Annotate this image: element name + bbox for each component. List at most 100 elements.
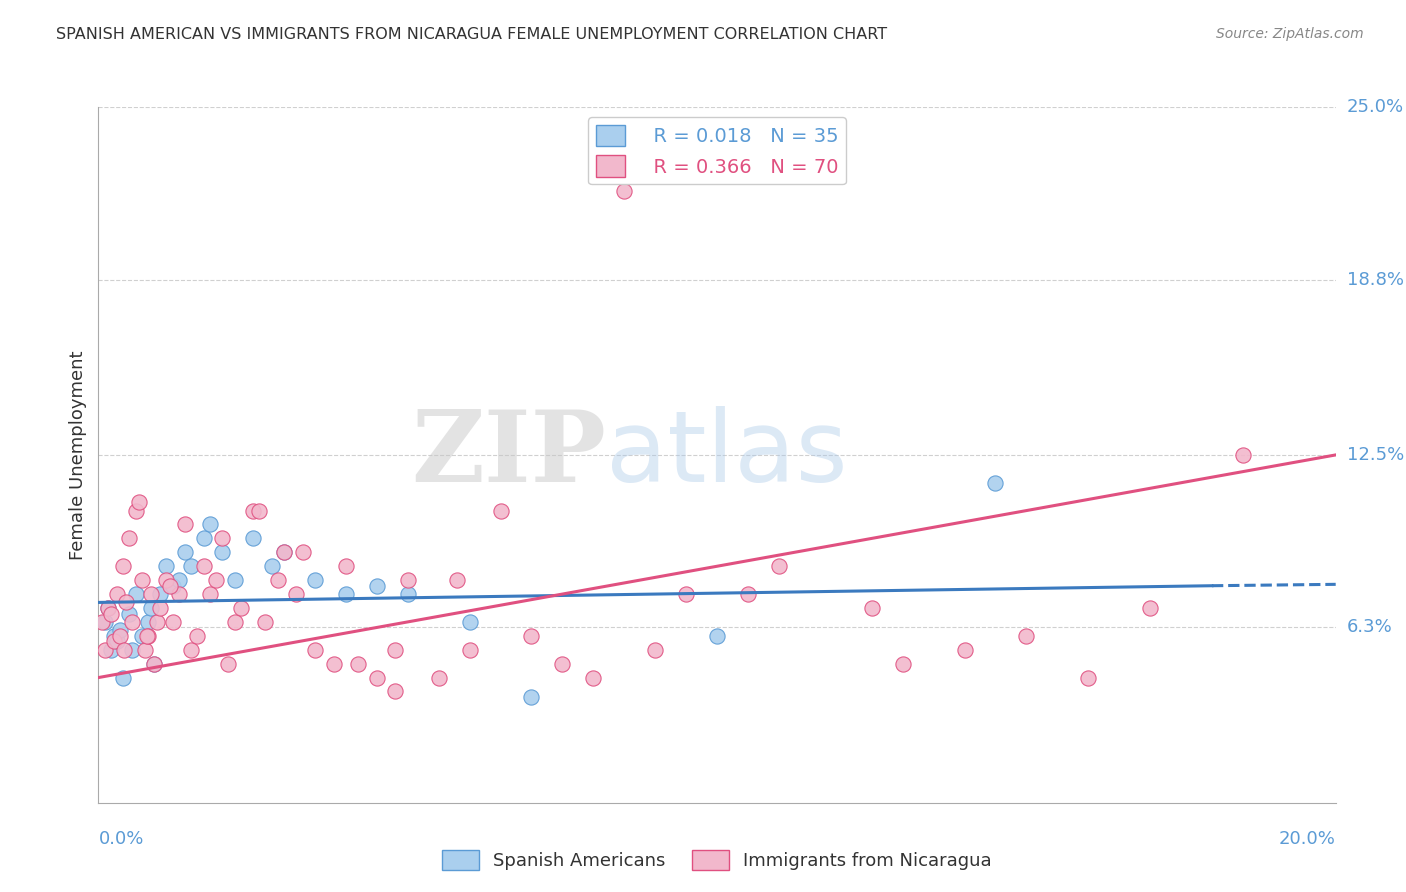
Point [193, 559, 215, 574]
Text: Source: ZipAtlas.com: Source: ZipAtlas.com [1216, 27, 1364, 41]
Point [613, 184, 636, 198]
Point [520, 629, 543, 643]
Point [254, 615, 277, 629]
Point [155, 573, 177, 587]
Point [427, 671, 450, 685]
Point [520, 690, 543, 704]
Point [768, 559, 790, 574]
Point [737, 587, 759, 601]
Point [167, 573, 190, 587]
Point [984, 475, 1007, 490]
Point [489, 503, 512, 517]
Y-axis label: Female Unemployment: Female Unemployment [69, 351, 87, 559]
Text: 25.0%: 25.0% [1347, 98, 1405, 116]
Point [458, 615, 481, 629]
Point [103, 629, 125, 643]
Point [267, 573, 290, 587]
Point [97, 601, 120, 615]
Point [97, 601, 120, 615]
Point [100, 642, 122, 657]
Point [229, 601, 252, 615]
Point [149, 601, 172, 615]
Point [217, 657, 239, 671]
Point [146, 615, 169, 629]
Point [100, 607, 122, 621]
Point [90, 615, 112, 629]
Point [139, 587, 162, 601]
Legend: Spanish Americans, Immigrants from Nicaragua: Spanish Americans, Immigrants from Nicar… [436, 843, 998, 877]
Point [159, 579, 181, 593]
Text: 18.8%: 18.8% [1347, 270, 1403, 289]
Point [273, 545, 295, 559]
Point [322, 657, 344, 671]
Text: 6.3%: 6.3% [1347, 618, 1392, 637]
Point [105, 587, 128, 601]
Point [396, 573, 419, 587]
Point [706, 629, 728, 643]
Point [128, 495, 150, 509]
Point [93, 642, 115, 657]
Point [860, 601, 883, 615]
Point [121, 615, 143, 629]
Point [103, 634, 125, 648]
Point [162, 579, 184, 593]
Point [224, 615, 246, 629]
Point [180, 559, 202, 574]
Point [891, 657, 914, 671]
Point [675, 587, 697, 601]
Point [273, 545, 295, 559]
Point [644, 642, 666, 657]
Point [260, 559, 283, 574]
Point [304, 573, 326, 587]
Point [93, 615, 115, 629]
Point [953, 642, 976, 657]
Point [155, 559, 177, 574]
Text: 20.0%: 20.0% [1279, 830, 1336, 847]
Point [136, 629, 159, 643]
Point [139, 601, 162, 615]
Point [162, 615, 184, 629]
Point [112, 671, 135, 685]
Point [242, 532, 264, 546]
Point [304, 642, 326, 657]
Point [124, 587, 146, 601]
Point [384, 642, 406, 657]
Point [124, 503, 146, 517]
Text: atlas: atlas [606, 407, 848, 503]
Point [105, 634, 128, 648]
Point [291, 545, 314, 559]
Point [186, 629, 208, 643]
Point [1139, 601, 1161, 615]
Point [131, 629, 153, 643]
Point [143, 657, 166, 671]
Text: SPANISH AMERICAN VS IMMIGRANTS FROM NICARAGUA FEMALE UNEMPLOYMENT CORRELATION CH: SPANISH AMERICAN VS IMMIGRANTS FROM NICA… [56, 27, 887, 42]
Point [118, 532, 141, 546]
Point [211, 532, 233, 546]
Point [174, 545, 197, 559]
Point [1232, 448, 1254, 462]
Text: 12.5%: 12.5% [1347, 446, 1405, 464]
Point [193, 532, 215, 546]
Point [582, 671, 605, 685]
Point [174, 517, 197, 532]
Point [134, 642, 156, 657]
Text: 0.0%: 0.0% [98, 830, 143, 847]
Point [112, 642, 135, 657]
Point [143, 657, 166, 671]
Point [446, 573, 468, 587]
Point [198, 517, 221, 532]
Point [551, 657, 574, 671]
Point [247, 503, 270, 517]
Point [458, 642, 481, 657]
Point [198, 587, 221, 601]
Point [149, 587, 172, 601]
Point [366, 579, 388, 593]
Point [108, 624, 131, 638]
Point [115, 595, 138, 609]
Point [118, 607, 141, 621]
Point [285, 587, 308, 601]
Point [167, 587, 190, 601]
Point [396, 587, 419, 601]
Point [131, 573, 153, 587]
Point [121, 642, 143, 657]
